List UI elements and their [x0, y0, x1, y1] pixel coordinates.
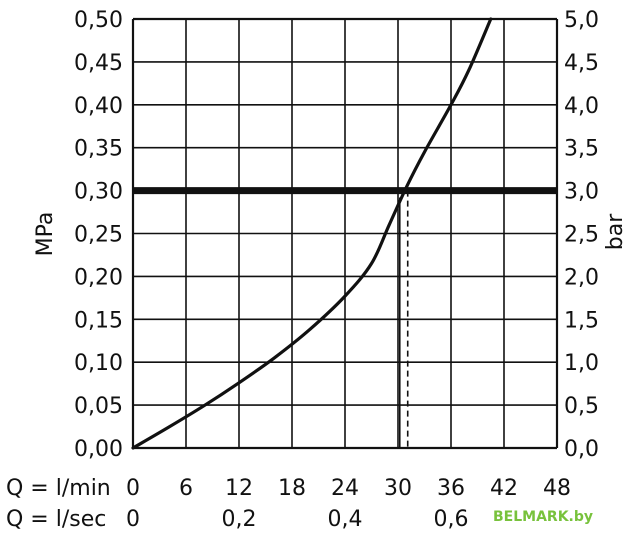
belmark-watermark: BELMARK.by: [493, 509, 593, 525]
y-axis-right-label: bar: [603, 213, 628, 250]
y-left-tick-label: 0,20: [74, 265, 123, 290]
y-left-tick-label: 0,40: [74, 94, 123, 119]
x-lmin-tick-label: 36: [437, 476, 465, 501]
y-left-tick-label: 0,00: [74, 437, 123, 462]
x-lmin-tick-label: 48: [543, 476, 571, 501]
left-axis-ticks: 0,00 0,05 0,10 0,15 0,20 0,25 0,30 0,35 0,40 0,45…: [74, 8, 123, 462]
y-left-tick-label: 0,25: [74, 223, 123, 248]
chart-grid: [131, 17, 559, 450]
y-right-tick-label: 1,0: [564, 351, 599, 376]
x-lsec-tick-label: 0,2: [222, 507, 257, 532]
y-axis-left-label: MPa: [33, 212, 58, 257]
y-right-tick-label: 5,0: [564, 8, 599, 33]
y-right-tick-label: 0,0: [564, 437, 599, 462]
y-right-tick-label: 0,5: [564, 394, 599, 419]
x-lmin-tick-label: 30: [384, 476, 412, 501]
x-lmin-tick-label: 0: [126, 476, 140, 501]
y-left-tick-label: 0,30: [74, 180, 123, 205]
y-left-tick-label: 0,45: [74, 51, 123, 76]
y-right-tick-label: 1,5: [564, 308, 599, 333]
x-lmin-tick-label: 42: [490, 476, 518, 501]
x-lsec-tick-label: 0,4: [328, 507, 363, 532]
x-axis-lsec-label: Q = l/sec: [6, 507, 106, 532]
x-lmin-tick-label: 24: [331, 476, 359, 501]
y-left-tick-label: 0,15: [74, 308, 123, 333]
x-lmin-tick-label: 6: [179, 476, 193, 501]
y-left-tick-label: 0,05: [74, 394, 123, 419]
y-right-tick-label: 2,5: [564, 223, 599, 248]
right-axis-ticks: 0,0 0,5 1,0 1,5 2,0 2,5 3,0 3,5 4,0 4,5 5,0: [564, 8, 599, 462]
y-right-tick-label: 3,5: [564, 137, 599, 162]
y-right-tick-label: 4,0: [564, 94, 599, 119]
y-right-tick-label: 3,0: [564, 180, 599, 205]
y-left-tick-label: 0,10: [74, 351, 123, 376]
y-left-tick-label: 0,50: [74, 8, 123, 33]
x-axis-lsec-ticks: 0 0,2 0,4 0,6: [126, 507, 469, 532]
y-right-tick-label: 2,0: [564, 265, 599, 290]
x-axis-lmin-label: Q = l/min: [6, 476, 111, 501]
y-left-tick-label: 0,35: [74, 137, 123, 162]
flow-curve: [131, 17, 493, 450]
x-lsec-tick-label: 0,6: [434, 507, 469, 532]
x-lmin-tick-label: 12: [225, 476, 253, 501]
x-lsec-tick-label: 0: [126, 507, 140, 532]
y-right-tick-label: 4,5: [564, 51, 599, 76]
x-lmin-tick-label: 18: [278, 476, 306, 501]
x-axis-lmin-ticks: 0 6 12 18 24 30 36 42 48: [126, 476, 571, 501]
chart-marks: [131, 17, 557, 450]
